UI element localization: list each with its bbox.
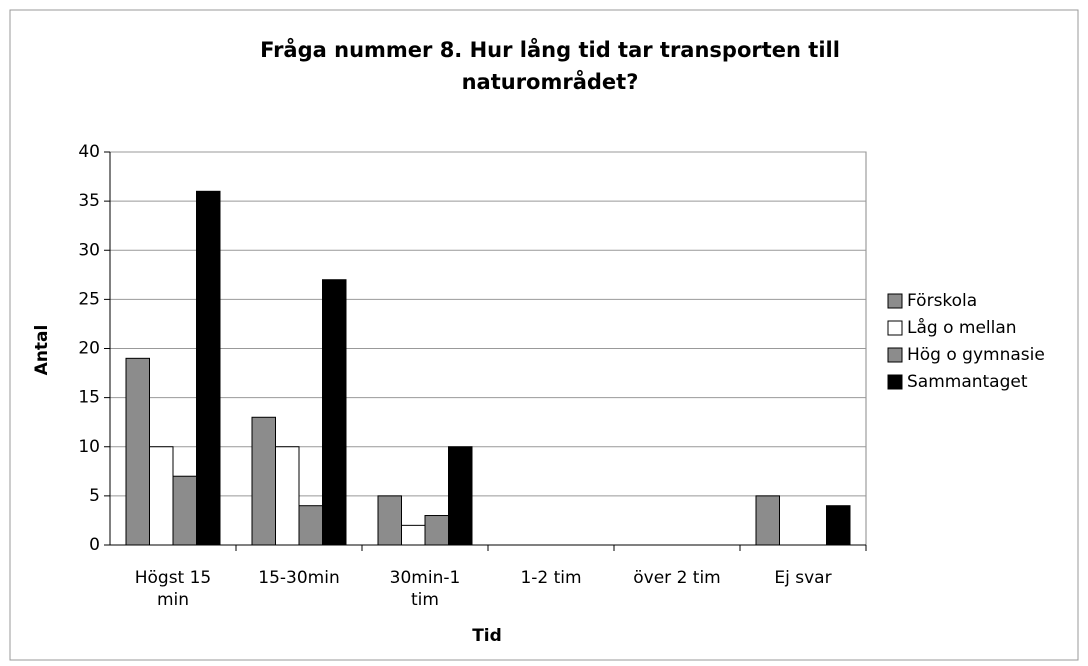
bar [401, 524, 426, 546]
y-tick-label: 10 [78, 437, 100, 457]
y-axis-label: Antal [32, 325, 52, 376]
legend-swatch [887, 293, 903, 309]
y-tick-label: 15 [78, 388, 100, 408]
x-tick-label: 30min-1 tim [389, 568, 461, 610]
bar [196, 190, 221, 546]
bar [448, 446, 473, 546]
y-tick-label: 30 [78, 240, 100, 260]
y-tick-label: 5 [89, 486, 100, 506]
legend-swatch [887, 374, 903, 390]
bar [424, 515, 449, 546]
x-tick-label: Ej svar [774, 568, 832, 588]
x-tick-label: Högst 15 min [134, 568, 212, 610]
bar [377, 495, 402, 546]
y-tick-label: 0 [89, 535, 100, 555]
legend-label: Sammantaget [907, 372, 1028, 392]
legend-swatch [887, 320, 903, 336]
bar [322, 279, 347, 546]
y-tick-label: 35 [78, 191, 100, 211]
x-tick-label: över 2 tim [633, 568, 721, 588]
bar [149, 446, 174, 546]
bar [172, 475, 197, 546]
x-axis-label: Tid [472, 626, 502, 646]
legend-swatch [887, 347, 903, 363]
chart-title: Fråga nummer 8. Hur lång tid tar transpo… [260, 38, 840, 94]
x-tick-label: 15-30min [258, 568, 340, 588]
y-tick-label: 40 [78, 142, 100, 162]
bar [275, 446, 300, 546]
legend-label: Förskola [907, 291, 977, 311]
y-tick-label: 25 [78, 289, 100, 309]
bar [298, 505, 323, 546]
bar [125, 357, 150, 546]
x-tick-label: 1-2 tim [520, 568, 582, 588]
legend-label: Låg o mellan [907, 317, 1017, 338]
bar [251, 416, 276, 546]
legend-label: Hög o gymnasie [907, 345, 1045, 365]
bar [755, 495, 780, 546]
y-tick-label: 20 [78, 339, 100, 359]
bar [826, 505, 851, 546]
